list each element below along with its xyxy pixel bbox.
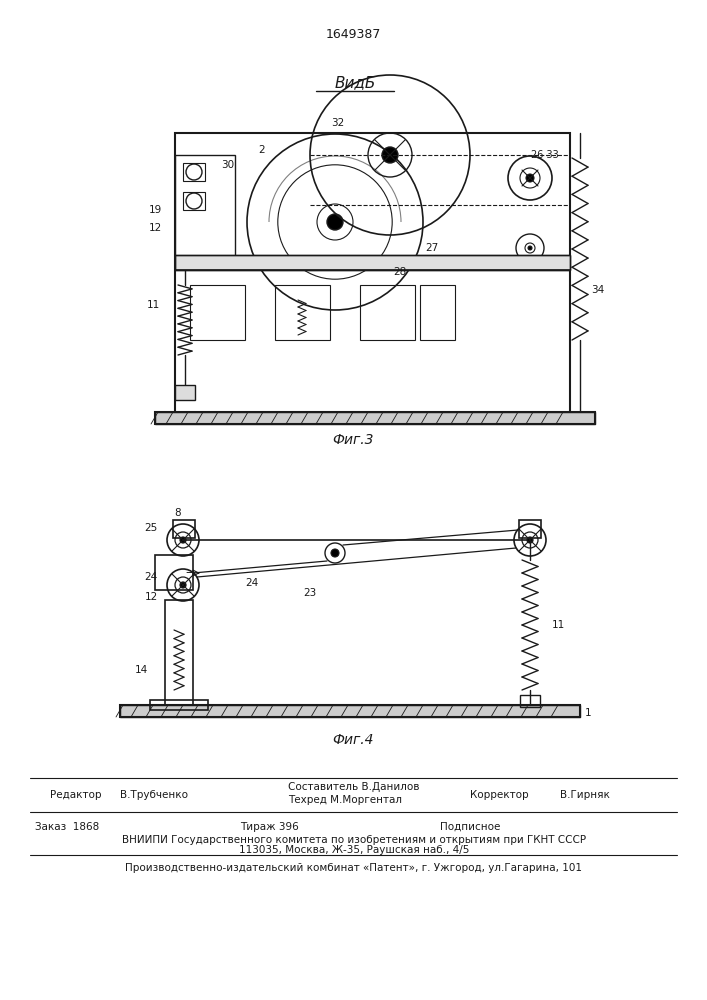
Text: 12: 12 <box>145 592 158 602</box>
Text: →: → <box>185 568 194 578</box>
Circle shape <box>526 174 534 182</box>
Circle shape <box>527 537 533 543</box>
Text: Фиг.3: Фиг.3 <box>332 433 374 447</box>
Text: Редактор: Редактор <box>50 790 102 800</box>
Text: 26 33: 26 33 <box>531 150 559 160</box>
Text: 30: 30 <box>221 160 235 170</box>
Text: В.Трубченко: В.Трубченко <box>120 790 188 800</box>
Bar <box>175 270 570 415</box>
Bar <box>520 695 540 707</box>
Text: 14: 14 <box>135 665 148 675</box>
Bar <box>175 255 570 270</box>
Circle shape <box>327 214 343 230</box>
Bar <box>183 192 205 210</box>
Text: 34: 34 <box>591 285 604 295</box>
Bar <box>165 600 193 705</box>
Circle shape <box>180 582 186 588</box>
Circle shape <box>331 549 339 557</box>
Text: Подписное: Подписное <box>440 822 501 832</box>
Text: 24: 24 <box>245 578 259 588</box>
Bar <box>175 133 570 418</box>
Circle shape <box>180 537 186 543</box>
Text: 12: 12 <box>148 223 162 233</box>
Bar <box>150 700 208 710</box>
Text: 2: 2 <box>259 145 265 155</box>
Bar <box>155 555 193 590</box>
Text: 27: 27 <box>426 243 438 253</box>
Text: Корректор: Корректор <box>470 790 529 800</box>
Circle shape <box>528 246 532 250</box>
Text: В.Гирняк: В.Гирняк <box>560 790 610 800</box>
Text: ВНИИПИ Государственного комитета по изобретениям и открытиям при ГКНТ СССР: ВНИИПИ Государственного комитета по изоб… <box>122 835 586 845</box>
Bar <box>173 520 195 538</box>
Bar <box>360 285 415 340</box>
Text: Тираж 396: Тираж 396 <box>240 822 299 832</box>
Bar <box>175 385 195 400</box>
Text: 24: 24 <box>145 572 158 582</box>
Bar <box>190 285 245 340</box>
Text: 28: 28 <box>393 267 407 277</box>
Bar <box>519 520 541 538</box>
Bar <box>120 705 580 717</box>
Text: Производственно-издательский комбинат «Патент», г. Ужгород, ул.Гагарина, 101: Производственно-издательский комбинат «П… <box>126 863 583 873</box>
Text: 1649387: 1649387 <box>325 28 380 41</box>
Bar <box>420 285 455 340</box>
Text: 8: 8 <box>175 508 181 518</box>
Text: 1: 1 <box>585 708 592 718</box>
Text: 25: 25 <box>145 523 158 533</box>
Bar <box>155 412 595 424</box>
Bar <box>183 163 205 181</box>
Circle shape <box>382 147 398 163</box>
Text: Заказ  1868: Заказ 1868 <box>35 822 99 832</box>
Text: 32: 32 <box>332 118 344 128</box>
Text: 23: 23 <box>303 588 317 598</box>
Text: ВидБ: ВидБ <box>334 75 375 90</box>
Bar <box>175 155 235 265</box>
Text: 11: 11 <box>147 300 160 310</box>
Bar <box>175 255 570 270</box>
Text: 113035, Москва, Ж-35, Раушская наб., 4/5: 113035, Москва, Ж-35, Раушская наб., 4/5 <box>239 845 469 855</box>
Text: Техред М.Моргентал: Техред М.Моргентал <box>288 795 402 805</box>
Text: Фиг.4: Фиг.4 <box>332 733 374 747</box>
Bar <box>155 412 595 424</box>
Text: 11: 11 <box>552 620 566 630</box>
Text: Составитель В.Данилов: Составитель В.Данилов <box>288 782 419 792</box>
Text: 19: 19 <box>148 205 162 215</box>
Bar <box>275 285 330 340</box>
Bar <box>120 705 580 717</box>
